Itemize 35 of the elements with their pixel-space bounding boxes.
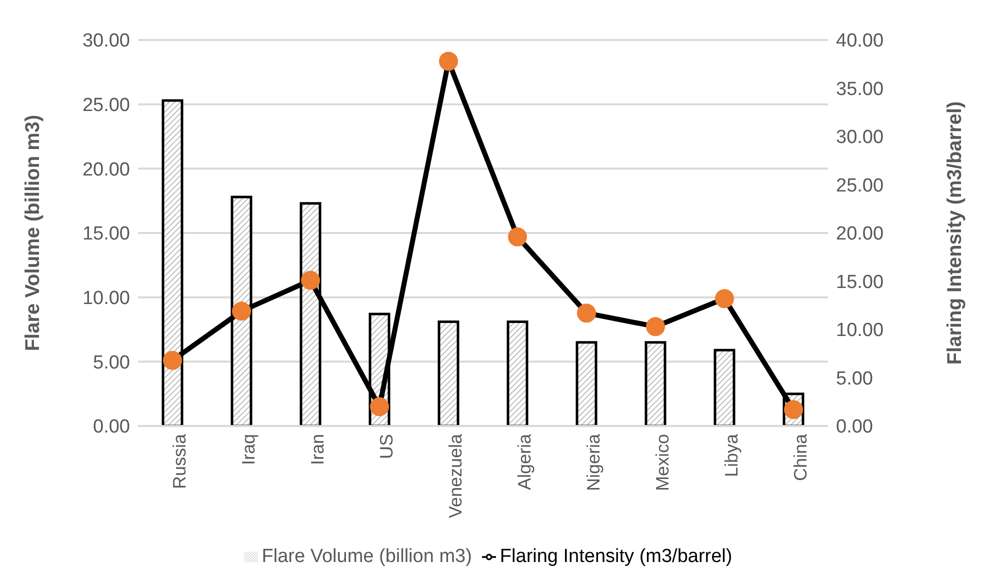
y-tick-label: 0.00 [93,416,130,438]
bar [506,320,528,426]
y2-tick-label: 0.00 [836,416,873,438]
bar [438,320,460,426]
y2-tick-label: 15.00 [836,272,884,293]
y2-tick-label: 30.00 [836,127,884,148]
y2-tick-label: 20.00 [836,224,884,245]
y2-tick-label: 10.00 [836,320,884,342]
bar [576,341,598,426]
y-tick-label: 10.00 [82,288,130,310]
y2-tick-label: 25.00 [836,175,884,196]
y-tick-label: 15.00 [82,224,130,245]
y-tick-label: 30.00 [82,30,130,52]
y2-tick-label: 5.00 [836,368,873,390]
x-tick-label: Algeria [514,433,534,490]
x-tick-label: Iraq [238,434,258,466]
legend-label: Flare Volume (billion m3) [262,546,472,567]
bar [714,348,736,426]
y-axis-title: Flare Volume (billion m3) [22,114,44,352]
y2-axis-title: Flaring Intensity (m3/barrel) [944,101,966,365]
x-tick-label: US [376,434,396,460]
x-tick-label: Iran [307,434,328,466]
x-tick-label: Russia [169,433,190,490]
x-tick-label: Venezuela [445,433,466,518]
legend-label: Flaring Intensity (m3/barrel) [500,546,732,567]
y-tick-label: 20.00 [82,159,130,180]
y2-tick-label: 40.00 [836,30,884,52]
y-tick-label: 5.00 [93,352,130,374]
x-tick-label: Nigeria [583,433,604,492]
y-tick-label: 25.00 [82,95,130,116]
bar [644,341,666,426]
y2-tick-label: 35.00 [836,78,884,100]
x-tick-label: Mexico [652,434,672,492]
x-tick-label: China [790,433,810,482]
x-tick-label: Libya [721,433,742,478]
